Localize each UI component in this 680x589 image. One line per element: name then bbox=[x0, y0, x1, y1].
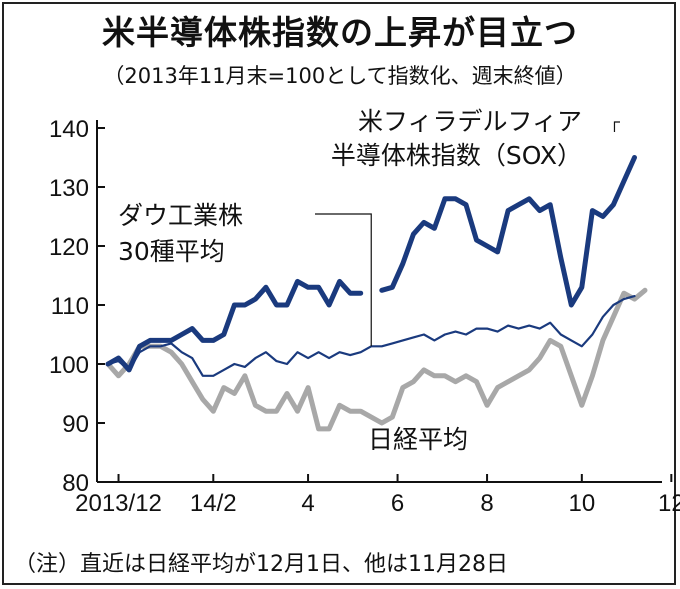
axes bbox=[96, 120, 662, 483]
dow-label-line: 30種平均 bbox=[118, 237, 225, 266]
x-tick-label: 2013/12 bbox=[75, 490, 162, 517]
nikkei-label-line: 日経平均 bbox=[368, 425, 468, 454]
series-lines bbox=[105, 155, 648, 432]
series-line bbox=[379, 155, 637, 308]
sox-label-line: 半導体株指数（SOX） bbox=[331, 141, 582, 170]
x-tick-label: 4 bbox=[301, 490, 314, 517]
y-tick-label: 130 bbox=[49, 175, 89, 202]
y-tick-label: 140 bbox=[49, 116, 89, 143]
y-tick-label: 80 bbox=[62, 470, 89, 497]
x-tick-label: 6 bbox=[391, 490, 404, 517]
x-axis-ticks: 2013/12 14/2 4 6 8 10 12 bbox=[75, 474, 680, 517]
x-tick-label: 8 bbox=[480, 490, 493, 517]
chart-subtitle: （2013年11月末=100として指数化、週末終値） bbox=[103, 64, 577, 88]
y-tick-label: 100 bbox=[49, 352, 89, 379]
sox-label-line: 米フィラデルフィア bbox=[358, 107, 582, 136]
series-line bbox=[105, 278, 364, 373]
x-tick-label: 14/2 bbox=[190, 490, 237, 517]
y-axis-ticks: 80 90 100 110 120 130 140 bbox=[49, 116, 105, 497]
chart-title: 米半導体株指数の上昇が目立つ bbox=[102, 13, 578, 52]
chart-note: （注）直近は日経平均が12月1日、他は11月28日 bbox=[14, 552, 508, 577]
series-line bbox=[105, 287, 648, 432]
x-tick-label: 10 bbox=[568, 490, 595, 517]
y-tick-label: 120 bbox=[49, 234, 89, 261]
y-tick-label: 110 bbox=[51, 293, 89, 320]
dow-leader-line bbox=[315, 213, 372, 347]
sox-leader-line bbox=[613, 121, 620, 132]
y-tick-label: 90 bbox=[62, 411, 89, 438]
x-tick-label: 12 bbox=[658, 490, 680, 517]
dow-label-line: ダウ工業株 bbox=[118, 201, 243, 230]
